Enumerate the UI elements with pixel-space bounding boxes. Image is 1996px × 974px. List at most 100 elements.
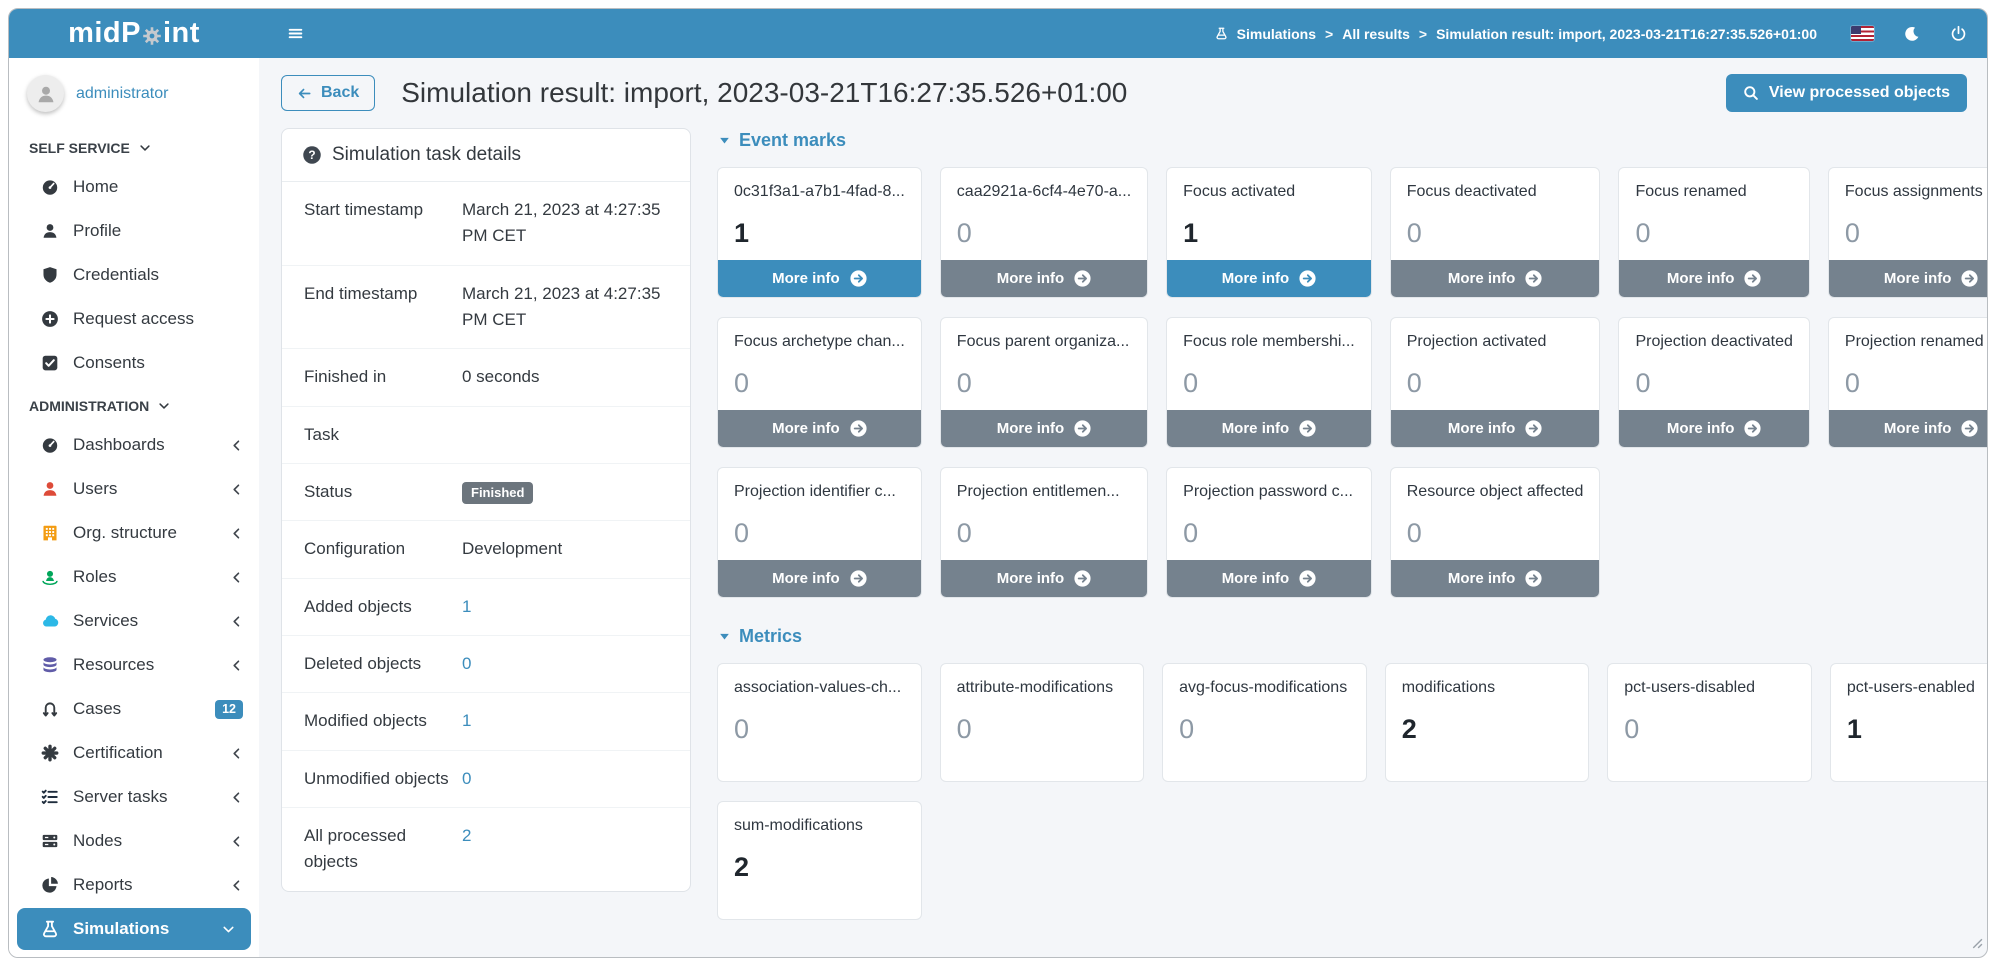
event-marks-section-header[interactable]: Event marks <box>719 130 1987 151</box>
user-panel: administrator <box>9 58 259 127</box>
more-info-button[interactable]: More info <box>1167 410 1371 447</box>
sidebar-item-resources[interactable]: Resources <box>9 643 259 687</box>
sidebar-item-label: Services <box>73 611 139 630</box>
sidebar-menu: SELF SERVICE Home Profile Credentials Reques… <box>9 127 259 950</box>
more-info-button[interactable]: More info <box>1828 410 1987 447</box>
users-icon <box>39 480 61 498</box>
event-mark-card-focus-renamed: Focus renamed 0 More info <box>1618 167 1810 298</box>
event-mark-card-projection-renamed: Projection renamed 0 More info <box>1827 317 1987 448</box>
detail-value-link[interactable]: 0 <box>462 654 472 674</box>
more-info-button[interactable]: More info <box>1390 560 1600 597</box>
event-mark-value: 0 <box>1406 518 1422 548</box>
metric-value: 0 <box>1624 714 1640 744</box>
arrow-circle-right-icon <box>1525 420 1542 437</box>
more-info-button[interactable]: More info <box>1167 560 1371 597</box>
metric-value: 0 <box>734 714 750 744</box>
sidebar-item-users[interactable]: Users <box>9 467 259 511</box>
metric-title: association-values-ch... <box>734 679 902 696</box>
sidebar-item-nodes[interactable]: Nodes <box>9 819 259 863</box>
detail-label: All processed objects <box>304 826 407 872</box>
user-name-link[interactable]: administrator <box>76 84 169 102</box>
event-mark-card-focus-role-membershi: Focus role membershi... 0 More info <box>1166 317 1372 448</box>
detail-row-end-timestamp: End timestamp March 21, 2023 at 4:27:35 P… <box>282 266 690 350</box>
detail-value-link[interactable]: 2 <box>462 826 472 846</box>
more-info-button[interactable]: More info <box>940 260 1148 297</box>
sidebar-item-services[interactable]: Services <box>9 599 259 643</box>
logo-text-pre: midP <box>68 17 141 49</box>
navbar-right: Simulations > All results > Simulation resul… <box>1215 25 1967 42</box>
event-mark-value: 0 <box>1183 518 1199 548</box>
event-mark-card-projection-entitlemen: Projection entitlemen... 0 More info <box>939 467 1149 598</box>
back-button[interactable]: Back <box>281 75 376 111</box>
detail-label: Status <box>304 482 353 502</box>
detail-label: Added objects <box>304 596 412 616</box>
more-info-button[interactable]: More info <box>1619 410 1809 447</box>
sidebar-item-label: Cases <box>73 699 122 718</box>
logo[interactable]: midP int <box>9 17 259 50</box>
detail-value-link[interactable]: 1 <box>462 596 472 616</box>
sidebar-item-cases[interactable]: Cases 12 <box>9 687 259 731</box>
more-info-button[interactable]: More info <box>718 410 921 447</box>
status-badge: Finished <box>462 482 534 505</box>
detail-row-added-objects: Added objects 1 <box>282 579 690 637</box>
more-info-button[interactable]: More info <box>1828 260 1987 297</box>
more-info-button[interactable]: More info <box>718 260 921 297</box>
detail-row-deleted-objects: Deleted objects 0 <box>282 636 690 694</box>
more-info-button[interactable]: More info <box>1167 260 1371 297</box>
sidebar-item-dashboards[interactable]: Dashboards <box>9 423 259 467</box>
arrow-circle-right-icon <box>1299 420 1316 437</box>
sidebar-item-credentials[interactable]: Credentials <box>9 253 259 297</box>
sidebar-item-home[interactable]: Home <box>9 165 259 209</box>
logout-power-icon[interactable] <box>1950 25 1967 42</box>
sidebar-section-administration[interactable]: ADMINISTRATION <box>9 385 259 423</box>
event-mark-value: 0 <box>1406 368 1422 398</box>
hamburger-menu-icon[interactable] <box>287 25 304 42</box>
more-info-button[interactable]: More info <box>718 560 921 597</box>
detail-value-link[interactable]: 0 <box>462 768 472 788</box>
breadcrumb-separator: > <box>1325 25 1334 42</box>
event-mark-title: Projection password c... <box>1183 483 1353 500</box>
sidebar-item-simulations[interactable]: Simulations <box>17 908 251 950</box>
breadcrumb-link-simulation-result-import-202[interactable]: Simulation result: import, 2023-03-21T16… <box>1436 25 1817 42</box>
detail-row-unmodified-objects: Unmodified objects 0 <box>282 751 690 809</box>
breadcrumb-link-all-results[interactable]: All results <box>1342 25 1410 42</box>
metrics-section-header[interactable]: Metrics <box>719 626 1987 647</box>
more-info-button[interactable]: More info <box>1390 260 1600 297</box>
org-structure-icon <box>39 524 61 542</box>
sidebar-item-reports[interactable]: Reports <box>9 863 259 907</box>
sidebar-item-roles[interactable]: Roles <box>9 555 259 599</box>
certification-icon <box>39 744 61 762</box>
language-flag-us[interactable] <box>1851 26 1874 41</box>
sidebar-item-consents[interactable]: Consents <box>9 341 259 385</box>
event-mark-title: Focus activated <box>1183 183 1296 200</box>
sidebar-item-label: Roles <box>73 567 117 586</box>
more-info-button[interactable]: More info <box>940 410 1148 447</box>
resize-grip-icon[interactable] <box>1970 936 1983 954</box>
arrow-circle-right-icon <box>1299 270 1316 287</box>
more-info-button[interactable]: More info <box>1390 410 1600 447</box>
sidebar-item-label: Reports <box>73 875 133 894</box>
sidebar-item-label: Consents <box>73 353 145 372</box>
more-info-button[interactable]: More info <box>940 560 1148 597</box>
arrow-circle-right-icon <box>1961 420 1978 437</box>
detail-value-link[interactable]: 1 <box>462 711 472 731</box>
sidebar-item-org-structure[interactable]: Org. structure <box>9 511 259 555</box>
dashboards-icon <box>39 436 61 454</box>
search-icon <box>1744 86 1758 100</box>
breadcrumb-link-simulations[interactable]: Simulations <box>1236 25 1317 42</box>
event-mark-card-focus-activated: Focus activated 1 More info <box>1166 167 1372 298</box>
avatar[interactable] <box>27 75 64 112</box>
event-mark-card-focus-parent-organiza: Focus parent organiza... 0 More info <box>939 317 1149 448</box>
sidebar-item-server-tasks[interactable]: Server tasks <box>9 775 259 819</box>
sidebar-item-profile[interactable]: Profile <box>9 209 259 253</box>
sidebar-item-label: Dashboards <box>73 435 165 454</box>
dark-mode-moon-icon[interactable] <box>1904 26 1920 42</box>
event-mark-title: 0c31f3a1-a7b1-4fad-8... <box>734 183 905 200</box>
metric-title: modifications <box>1401 679 1496 696</box>
sidebar-item-request-access[interactable]: Request access <box>9 297 259 341</box>
sidebar-section-self-service[interactable]: SELF SERVICE <box>9 127 259 165</box>
view-processed-objects-button[interactable]: View processed objects <box>1725 74 1967 112</box>
more-info-button[interactable]: More info <box>1619 260 1809 297</box>
services-icon <box>39 612 61 630</box>
sidebar-item-certification[interactable]: Certification <box>9 731 259 775</box>
